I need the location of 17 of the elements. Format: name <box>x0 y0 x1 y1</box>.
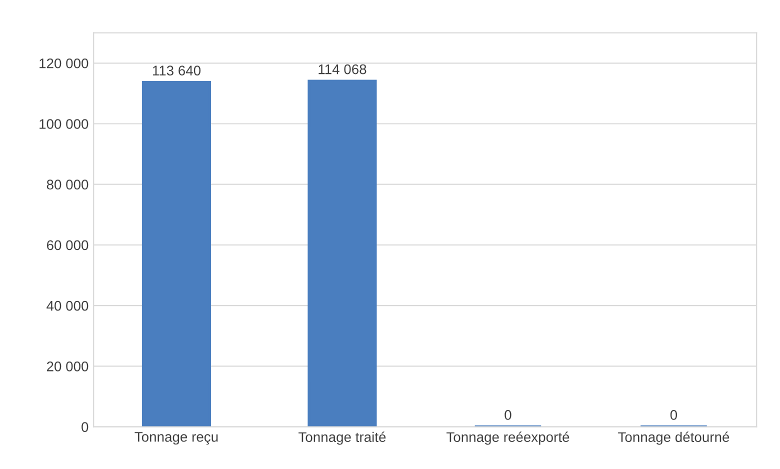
x-tick-label: Tonnage reçu <box>134 432 218 445</box>
data-label: 113 640 <box>152 66 201 76</box>
x-tick-label: Tonnage reéexporté <box>446 432 570 445</box>
data-label: 0 <box>504 410 512 420</box>
y-tick-label: 120 000 <box>40 58 88 68</box>
y-tick-label: 60 000 <box>46 240 88 250</box>
y-tick-label: 100 000 <box>40 119 88 129</box>
bar <box>142 81 212 427</box>
bar <box>308 80 377 427</box>
y-tick-label: 40 000 <box>46 300 88 311</box>
x-tick-label: Tonnage détourné <box>618 432 730 445</box>
y-tick-label: 20 000 <box>46 362 88 372</box>
x-tick-label: Tonnage traité <box>298 432 386 445</box>
y-tick-label: 0 <box>82 422 88 432</box>
y-tick-label: 80 000 <box>46 180 88 190</box>
data-label: 0 <box>670 410 678 420</box>
data-label: 114 068 <box>318 64 366 74</box>
